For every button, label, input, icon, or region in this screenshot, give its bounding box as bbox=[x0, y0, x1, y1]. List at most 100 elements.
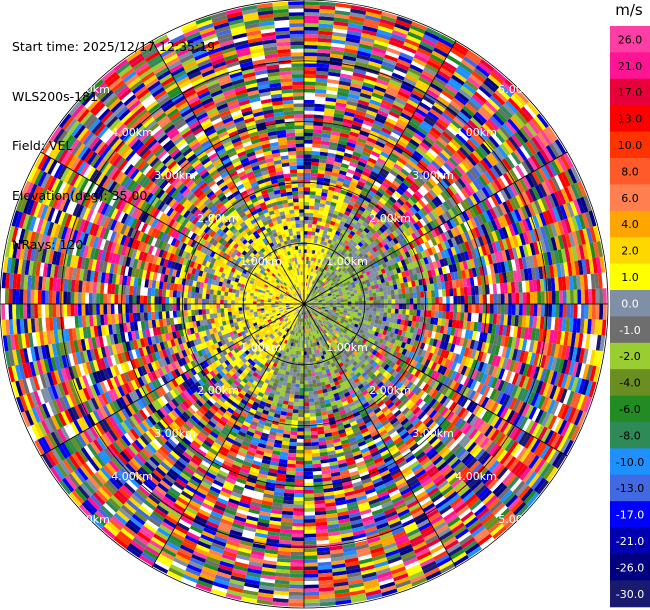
range-gate bbox=[346, 168, 355, 175]
range-gate bbox=[312, 220, 318, 225]
range-gate bbox=[365, 307, 370, 311]
range-gate bbox=[304, 212, 309, 217]
range-gate bbox=[380, 15, 397, 23]
range-gate bbox=[474, 312, 479, 323]
range-gate bbox=[337, 91, 349, 98]
range-gate bbox=[304, 234, 308, 239]
range-gate bbox=[306, 278, 308, 283]
range-gate bbox=[371, 288, 377, 294]
range-gate bbox=[348, 134, 359, 141]
range-gate bbox=[307, 369, 312, 374]
range-gate bbox=[445, 311, 450, 320]
range-gate bbox=[304, 289, 306, 294]
range-gate bbox=[383, 144, 394, 153]
range-gate bbox=[388, 110, 401, 119]
range-gate bbox=[362, 25, 378, 33]
range-gate bbox=[304, 77, 316, 82]
range-gate bbox=[318, 263, 322, 268]
range-gate bbox=[404, 287, 410, 294]
range-gate bbox=[308, 279, 311, 283]
range-gate bbox=[330, 46, 345, 52]
range-gate bbox=[358, 177, 367, 184]
range-gate bbox=[343, 48, 358, 55]
range-gate bbox=[442, 304, 447, 312]
range-gate bbox=[591, 304, 596, 320]
range-gate bbox=[332, 213, 338, 219]
range-gate bbox=[304, 238, 308, 243]
range-gate bbox=[416, 297, 421, 304]
range-gate bbox=[339, 132, 350, 139]
range-gate bbox=[363, 167, 372, 174]
range-gate bbox=[314, 103, 325, 109]
range-gate bbox=[310, 423, 317, 428]
range-gate bbox=[362, 147, 373, 155]
range-gate bbox=[305, 267, 308, 272]
range-gate bbox=[416, 304, 421, 311]
range-gate bbox=[326, 250, 331, 256]
range-gate bbox=[309, 405, 316, 410]
ray bbox=[304, 11, 398, 304]
range-gate bbox=[306, 293, 308, 298]
range-gate bbox=[304, 358, 308, 363]
range-gate bbox=[463, 286, 468, 296]
range-gate bbox=[328, 145, 338, 151]
range-gate bbox=[304, 15, 320, 20]
range-gate bbox=[304, 249, 307, 253]
range-gate bbox=[340, 205, 348, 211]
range-gate bbox=[422, 34, 439, 44]
range-gate bbox=[341, 201, 349, 208]
range-gate bbox=[332, 31, 347, 38]
range-gate bbox=[304, 161, 312, 166]
range-gate bbox=[376, 78, 389, 87]
range-gate bbox=[345, 219, 352, 226]
range-gate bbox=[343, 179, 352, 185]
range-gate bbox=[304, 4, 320, 9]
range-gate bbox=[307, 372, 312, 377]
range-gate bbox=[478, 294, 483, 304]
range-gate bbox=[318, 166, 326, 171]
range-gate bbox=[310, 420, 317, 425]
range-gate bbox=[312, 246, 317, 251]
range-gate bbox=[352, 72, 366, 79]
range-gate bbox=[551, 290, 556, 304]
range-gate bbox=[420, 297, 425, 304]
range-gate bbox=[373, 144, 384, 152]
range-gate bbox=[373, 120, 385, 128]
range-gate bbox=[342, 118, 354, 125]
range-gate bbox=[323, 177, 331, 183]
range-gate bbox=[314, 202, 320, 207]
range-gate bbox=[308, 212, 314, 217]
range-gate bbox=[337, 177, 345, 183]
range-gate bbox=[410, 60, 425, 70]
range-gate bbox=[407, 67, 422, 77]
range-gate bbox=[397, 90, 410, 100]
range-gate bbox=[351, 298, 355, 302]
range-gate bbox=[351, 177, 359, 185]
range-gate bbox=[397, 313, 402, 320]
range-gate bbox=[588, 304, 593, 320]
range-gate bbox=[325, 167, 333, 172]
range-gate bbox=[311, 441, 319, 447]
range-gate bbox=[313, 209, 319, 214]
range-gate bbox=[456, 312, 461, 321]
range-gate bbox=[305, 274, 308, 279]
range-gate bbox=[323, 115, 334, 121]
range-gate bbox=[357, 99, 370, 107]
range-gate bbox=[348, 212, 356, 219]
range-gate bbox=[330, 50, 344, 56]
range-gate bbox=[310, 365, 315, 370]
range-gate bbox=[324, 170, 333, 176]
range-gate bbox=[311, 372, 316, 377]
range-gate bbox=[344, 175, 353, 182]
range-gate bbox=[315, 378, 321, 384]
range-gate bbox=[311, 227, 316, 232]
range-gate bbox=[334, 206, 341, 213]
range-gate bbox=[471, 295, 476, 304]
range-gate bbox=[482, 304, 487, 314]
range-gate bbox=[336, 227, 343, 233]
range-gate bbox=[313, 276, 316, 281]
range-gate bbox=[304, 92, 316, 97]
range-gate bbox=[304, 362, 308, 367]
range-gate bbox=[317, 38, 332, 43]
range-gate bbox=[312, 456, 321, 461]
